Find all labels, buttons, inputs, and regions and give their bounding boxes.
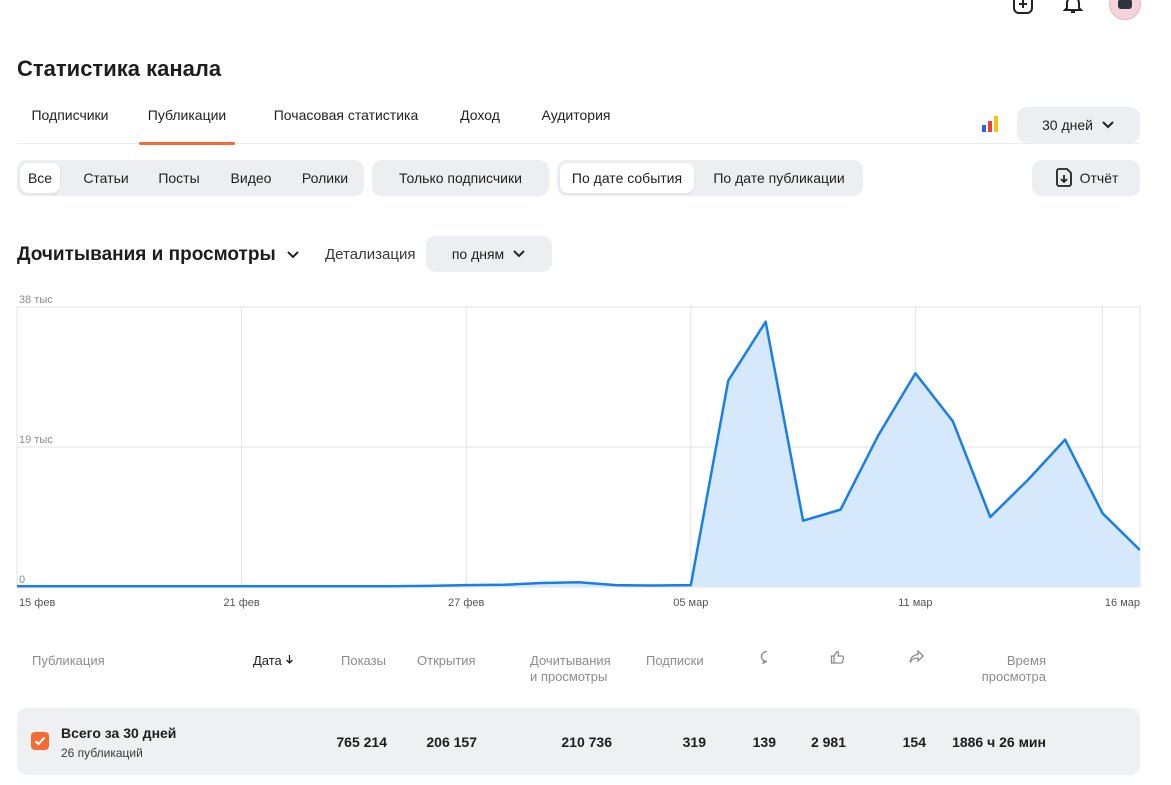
total-shares: 154 bbox=[902, 734, 926, 750]
total-likes: 2 981 bbox=[810, 734, 846, 750]
x-tick-label: 15 фев bbox=[19, 597, 55, 609]
share-icon[interactable] bbox=[909, 649, 924, 669]
x-tick-label: 21 фев bbox=[223, 597, 259, 609]
tab-hourly-stats[interactable]: Почасовая статистика bbox=[273, 107, 419, 123]
metric-title: Дочитывания и просмотры bbox=[17, 244, 276, 265]
page-title: Статистика канала bbox=[17, 56, 222, 81]
col-publication: Публикация bbox=[32, 653, 105, 668]
period-label: 30 дней bbox=[1042, 117, 1093, 133]
detail-label: Детализация bbox=[325, 246, 416, 263]
comment-icon[interactable] bbox=[760, 650, 774, 669]
col-date-label: Дата bbox=[253, 653, 282, 668]
total-comments: 139 bbox=[752, 734, 776, 750]
metric-select[interactable]: Дочитывания и просмотры bbox=[17, 244, 300, 266]
series-line bbox=[17, 320, 1140, 588]
col-time-line1: Время bbox=[1006, 653, 1046, 668]
chevron-down-icon bbox=[286, 244, 300, 266]
total-checkbox[interactable] bbox=[31, 732, 49, 750]
bell-icon[interactable] bbox=[1059, 0, 1087, 18]
filter-video[interactable]: Видео bbox=[230, 170, 272, 186]
tabs-bar: Подписчики Публикации Почасовая статисти… bbox=[17, 97, 1140, 145]
filter-clips[interactable]: Ролики bbox=[301, 170, 349, 186]
filter-posts[interactable]: Посты bbox=[158, 170, 200, 186]
filter-by-event-date[interactable]: По дате события bbox=[560, 163, 694, 193]
x-tick-label: 11 мар bbox=[898, 597, 932, 609]
col-date[interactable]: Дата bbox=[253, 653, 294, 669]
chevron-down-icon bbox=[512, 246, 526, 262]
col-opens[interactable]: Открытия bbox=[417, 653, 476, 668]
report-button[interactable]: Отчёт bbox=[1032, 160, 1140, 196]
table-total-row[interactable]: Всего за 30 дней 26 публикаций 765 214 2… bbox=[17, 708, 1140, 775]
y-tick-label: 0 bbox=[19, 574, 25, 586]
filter-all[interactable]: Все bbox=[20, 163, 60, 193]
col-reads-line2: и просмотры bbox=[530, 669, 608, 684]
date-mode-filter: По дате события По дате публикации bbox=[557, 160, 863, 196]
tab-audience[interactable]: Аудитория bbox=[541, 107, 611, 123]
detail-value: по дням bbox=[451, 246, 505, 262]
col-reads-line1: Дочитывания bbox=[530, 653, 611, 668]
filter-articles[interactable]: Статьи bbox=[83, 170, 129, 186]
content-type-filter: Все Статьи Посты Видео Ролики bbox=[17, 160, 364, 196]
period-select[interactable]: 30 дней bbox=[1017, 107, 1140, 143]
x-tick-label: 16 мар bbox=[1105, 597, 1140, 609]
x-tick-label: 05 мар bbox=[673, 597, 708, 609]
top-toolbar bbox=[1009, 0, 1141, 20]
total-subtitle: 26 публикаций bbox=[61, 746, 143, 760]
total-reads: 210 736 bbox=[561, 734, 612, 750]
plus-square-icon[interactable] bbox=[1009, 0, 1037, 18]
report-label: Отчёт bbox=[1079, 170, 1119, 186]
views-area-chart: 0 19 тыс 38 тыс 15 фев 21 фев 27 фев 05 мар 11 … bbox=[16, 294, 1141, 609]
detail-select[interactable]: по дням bbox=[426, 236, 552, 272]
col-subscriptions[interactable]: Подписки bbox=[646, 653, 704, 668]
tab-publications[interactable]: Публикации bbox=[139, 97, 235, 145]
chevron-down-icon bbox=[1101, 117, 1115, 133]
total-title: Всего за 30 дней bbox=[61, 725, 177, 741]
like-icon[interactable] bbox=[830, 650, 845, 670]
series-area bbox=[17, 321, 1140, 587]
col-watch-time[interactable]: Время просмотра bbox=[980, 653, 1046, 685]
y-tick-label: 19 тыс bbox=[19, 434, 53, 446]
only-subscribers-toggle[interactable]: Только подписчики bbox=[372, 160, 549, 196]
arrow-down-icon bbox=[285, 653, 294, 668]
total-watch-time: 1886 ч 26 мин bbox=[952, 734, 1046, 750]
filter-by-publish-date[interactable]: По дате публикации bbox=[713, 170, 845, 186]
check-icon bbox=[34, 736, 46, 746]
total-impressions: 765 214 bbox=[336, 734, 387, 750]
tab-subscribers[interactable]: Подписчики bbox=[31, 107, 109, 123]
total-opens: 206 157 bbox=[426, 734, 477, 750]
y-tick-label: 38 тыс bbox=[19, 294, 53, 306]
x-tick-label: 27 фев bbox=[448, 597, 484, 609]
total-subscriptions: 319 bbox=[682, 734, 706, 750]
report-icon bbox=[1054, 166, 1074, 191]
col-reads[interactable]: Дочитывания и просмотры bbox=[530, 653, 611, 685]
tab-income[interactable]: Доход bbox=[460, 107, 500, 123]
avatar[interactable] bbox=[1109, 0, 1141, 20]
col-impressions[interactable]: Показы bbox=[341, 653, 386, 668]
col-time-line2: просмотра bbox=[981, 669, 1046, 684]
chart-bars-icon[interactable] bbox=[981, 115, 999, 133]
